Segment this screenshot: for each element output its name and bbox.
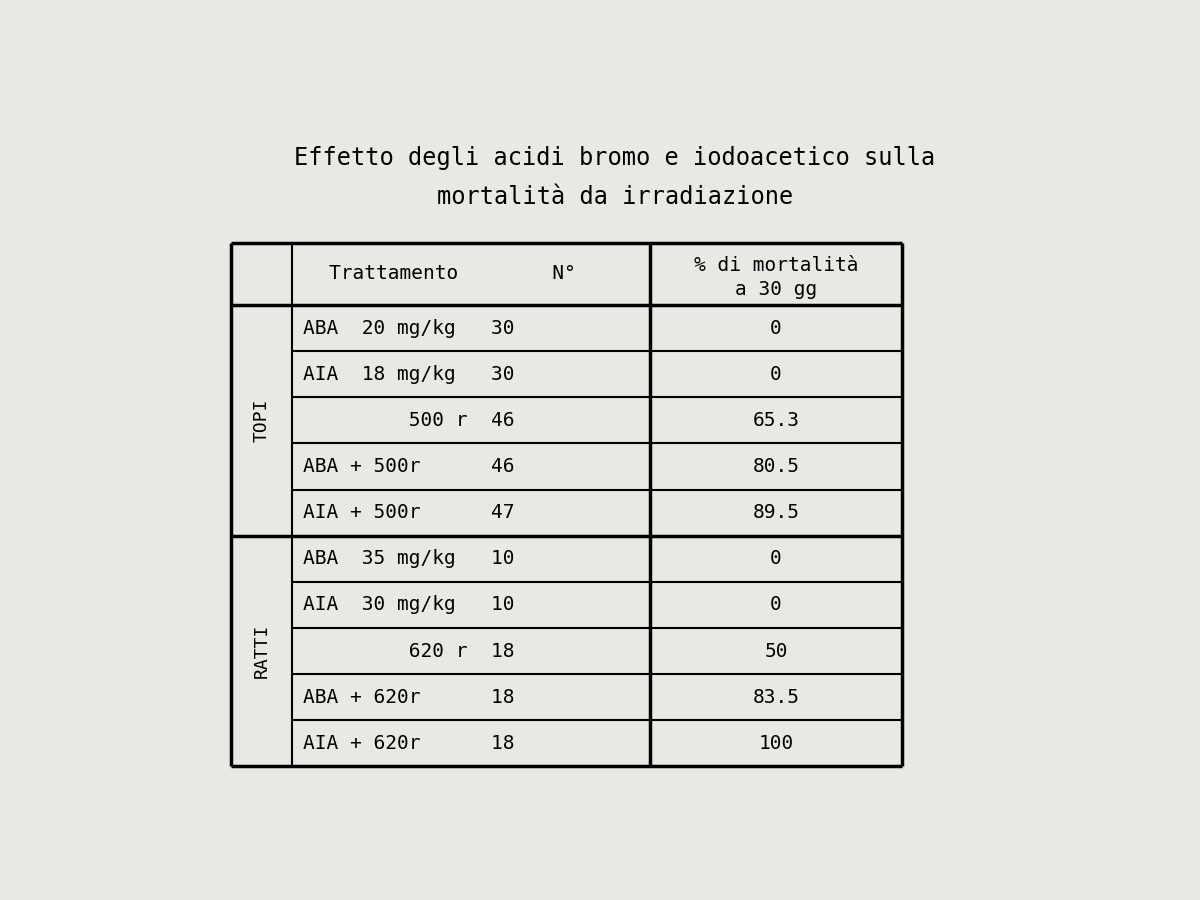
Text: 500 r  46: 500 r 46 xyxy=(302,411,515,430)
Text: mortalità da irradiazione: mortalità da irradiazione xyxy=(437,184,793,209)
Text: ABA  20 mg/kg   30: ABA 20 mg/kg 30 xyxy=(302,319,515,338)
Text: 0: 0 xyxy=(770,364,782,383)
Text: 83.5: 83.5 xyxy=(752,688,799,706)
Text: a 30 gg: a 30 gg xyxy=(734,280,817,299)
Text: AIA + 500r      47: AIA + 500r 47 xyxy=(302,503,515,522)
Text: AIA  30 mg/kg   10: AIA 30 mg/kg 10 xyxy=(302,596,515,615)
Text: 0: 0 xyxy=(770,319,782,338)
Text: 100: 100 xyxy=(758,734,793,752)
Text: Effetto degli acidi bromo e iodoacetico sulla: Effetto degli acidi bromo e iodoacetico … xyxy=(294,146,936,170)
Text: 620 r  18: 620 r 18 xyxy=(302,642,515,661)
Text: Trattamento        N°: Trattamento N° xyxy=(329,265,576,284)
Text: 65.3: 65.3 xyxy=(752,411,799,430)
Text: AIA  18 mg/kg   30: AIA 18 mg/kg 30 xyxy=(302,364,515,383)
Text: 50: 50 xyxy=(764,642,788,661)
Text: RATTI: RATTI xyxy=(252,624,270,679)
Text: 0: 0 xyxy=(770,549,782,568)
Text: ABA  35 mg/kg   10: ABA 35 mg/kg 10 xyxy=(302,549,515,568)
Text: % di mortalità: % di mortalità xyxy=(694,256,858,275)
Text: 0: 0 xyxy=(770,596,782,615)
Text: ABA + 500r      46: ABA + 500r 46 xyxy=(302,457,515,476)
Text: AIA + 620r      18: AIA + 620r 18 xyxy=(302,734,515,752)
Text: ABA + 620r      18: ABA + 620r 18 xyxy=(302,688,515,706)
Text: 89.5: 89.5 xyxy=(752,503,799,522)
Text: 80.5: 80.5 xyxy=(752,457,799,476)
Text: TOPI: TOPI xyxy=(252,399,270,442)
